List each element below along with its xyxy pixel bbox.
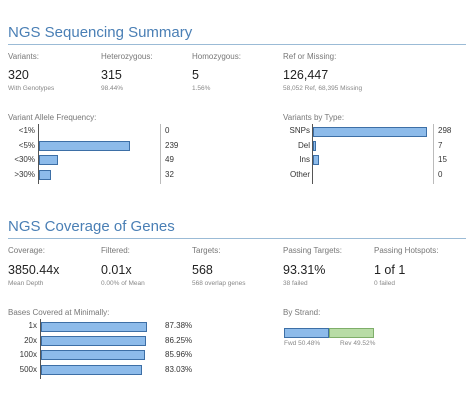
stat-variants-value: 320 bbox=[8, 68, 29, 82]
stat-homozygous-label: Homozygous: bbox=[192, 52, 241, 61]
stat-passing-targets-value: 93.31% bbox=[283, 263, 326, 277]
stat-targets-sub: 568 overlap genes bbox=[192, 280, 246, 287]
stat-homozygous-sub: 1.56% bbox=[192, 85, 211, 92]
type-row-value: 7 bbox=[438, 141, 443, 150]
allele-row-value: 49 bbox=[165, 155, 174, 164]
coverage-divider bbox=[8, 238, 466, 239]
stat-filtered-value: 0.01x bbox=[101, 263, 132, 277]
stat-ref-missing-value: 126,447 bbox=[283, 68, 329, 82]
bases-row-value: 87.38% bbox=[165, 321, 193, 330]
stat-filtered-label: Filtered: bbox=[101, 246, 130, 255]
allele-row-label: <1% bbox=[18, 126, 35, 135]
stat-heterozygous-sub: 98.44% bbox=[101, 85, 124, 92]
allele-row-value: 32 bbox=[165, 170, 174, 179]
allele-frequency-title: Variant Allele Frequency: bbox=[8, 113, 97, 122]
type-axis bbox=[312, 124, 313, 184]
type-row-label: Del bbox=[297, 141, 310, 150]
type-row-value: 298 bbox=[438, 126, 452, 135]
strand-rev-label: Rev 49.52% bbox=[340, 340, 376, 347]
stat-variants-sub: With Genotypes bbox=[8, 85, 55, 92]
stat-heterozygous-value: 315 bbox=[101, 68, 122, 82]
strand-rev-segment bbox=[329, 328, 374, 338]
bases-bar bbox=[41, 336, 146, 346]
allele-row-value: 239 bbox=[165, 141, 179, 150]
allele-row-value: 0 bbox=[165, 126, 170, 135]
strand-fwd-segment bbox=[284, 328, 329, 338]
strand-title: By Strand: bbox=[283, 308, 321, 317]
stat-passing-targets-sub: 38 failed bbox=[283, 280, 308, 287]
stat-filtered-sub: 0.00% of Mean bbox=[101, 280, 145, 287]
type-bar bbox=[313, 155, 319, 165]
type-value-divider bbox=[433, 124, 434, 184]
stat-variants-label: Variants: bbox=[8, 52, 39, 61]
bases-row-value: 85.96% bbox=[165, 350, 193, 359]
stat-passing-hotspots-label: Passing Hotspots: bbox=[374, 246, 439, 255]
stat-heterozygous-label: Heterozygous: bbox=[101, 52, 153, 61]
bases-covered-title: Bases Covered at Minimally: bbox=[8, 308, 110, 317]
stat-passing-targets-label: Passing Targets: bbox=[283, 246, 342, 255]
stat-targets-label: Targets: bbox=[192, 246, 221, 255]
stat-homozygous-value: 5 bbox=[192, 68, 199, 82]
stat-passing-hotspots-sub: 0 failed bbox=[374, 280, 395, 287]
type-row-label: SNPs bbox=[289, 126, 310, 135]
type-row-value: 0 bbox=[438, 170, 443, 179]
bases-bar bbox=[41, 365, 142, 375]
stat-coverage-sub: Mean Depth bbox=[8, 280, 44, 287]
bases-row-label: 500x bbox=[19, 365, 37, 374]
coverage-title: NGS Coverage of Genes bbox=[8, 218, 175, 235]
bases-row-value: 83.03% bbox=[165, 365, 193, 374]
allele-row-label: <30% bbox=[14, 155, 35, 164]
allele-row-label: >30% bbox=[14, 170, 35, 179]
type-row-label: Other bbox=[289, 170, 310, 179]
bases-row-label: 100x bbox=[19, 350, 37, 359]
stat-ref-missing-label: Ref or Missing: bbox=[283, 52, 337, 61]
allele-value-divider bbox=[160, 124, 161, 184]
bases-bar bbox=[41, 350, 145, 360]
type-bar bbox=[313, 141, 316, 151]
allele-axis bbox=[38, 124, 39, 184]
stat-coverage-value: 3850.44x bbox=[8, 263, 60, 277]
bases-row-label: 20x bbox=[24, 336, 37, 345]
allele-bar bbox=[39, 155, 58, 165]
allele-bar bbox=[39, 141, 130, 151]
type-row-value: 15 bbox=[438, 155, 447, 164]
strand-fwd-label: Fwd 50.48% bbox=[284, 340, 321, 347]
bases-bar bbox=[41, 322, 147, 332]
allele-row-label: <5% bbox=[18, 141, 35, 150]
bases-row-label: 1x bbox=[28, 321, 37, 330]
stat-coverage-label: Coverage: bbox=[8, 246, 45, 255]
stat-ref-missing-sub: 58,052 Ref, 68,395 Missing bbox=[283, 85, 363, 92]
bases-row-value: 86.25% bbox=[165, 336, 193, 345]
variant-type-title: Variants by Type: bbox=[283, 113, 345, 122]
stat-targets-value: 568 bbox=[192, 263, 213, 277]
type-bar bbox=[313, 127, 427, 137]
sequencing-title: NGS Sequencing Summary bbox=[8, 24, 193, 41]
type-row-label: Ins bbox=[299, 155, 310, 164]
allele-bar bbox=[39, 170, 51, 180]
bases-axis bbox=[40, 319, 41, 379]
stat-passing-hotspots-value: 1 of 1 bbox=[374, 263, 406, 277]
sequencing-divider bbox=[8, 44, 466, 45]
